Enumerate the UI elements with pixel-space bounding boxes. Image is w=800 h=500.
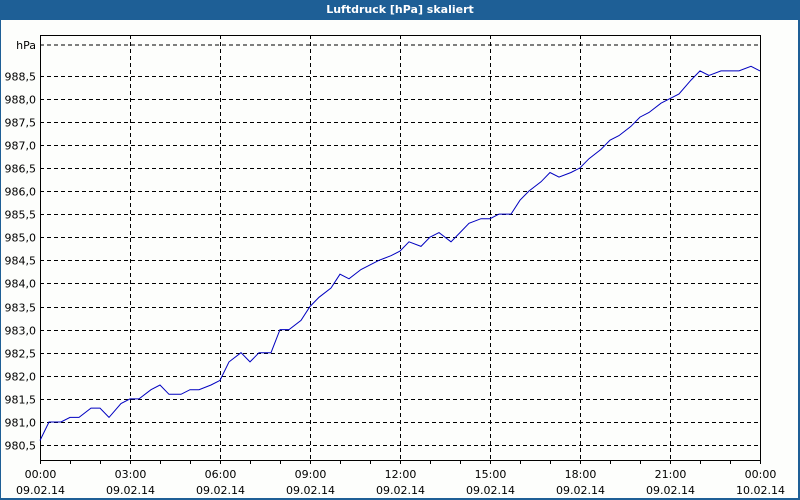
y-tick-label: 983,5 — [5, 302, 37, 315]
x-tick-date: 09.02.14 — [286, 484, 335, 497]
y-tick-label: 985,5 — [5, 209, 37, 222]
x-tick-time: 00:00 — [745, 468, 777, 481]
chart-title: Luftdruck [hPa] skaliert — [326, 3, 474, 16]
data-line-luftdruck — [39, 65, 761, 441]
y-tick-label: 985,0 — [5, 232, 37, 245]
x-tick-time: 00:00 — [25, 468, 57, 481]
x-tick-date: 09.02.14 — [646, 484, 695, 497]
x-tick-time: 21:00 — [655, 468, 687, 481]
y-tick-label: 986,0 — [5, 186, 37, 199]
y-tick-label: 980,5 — [5, 440, 37, 453]
y-tick-label: 981,0 — [5, 417, 37, 430]
y-tick-label: 988,0 — [5, 94, 37, 107]
y-tick-label: 987,0 — [5, 140, 37, 153]
plot-frame — [40, 35, 761, 461]
y-tick-label: 983,0 — [5, 325, 37, 338]
y-tick-label: 984,5 — [5, 255, 37, 268]
x-tick-time: 12:00 — [385, 468, 417, 481]
x-tick-time: 18:00 — [565, 468, 597, 481]
y-tick-label: 982,0 — [5, 371, 37, 384]
x-tick-date: 09.02.14 — [376, 484, 425, 497]
x-tick-time: 03:00 — [115, 468, 147, 481]
x-tick-date: 09.02.14 — [466, 484, 515, 497]
x-tick-time: 09:00 — [295, 468, 327, 481]
x-tick-date: 09.02.14 — [16, 484, 65, 497]
y-tick-label: 988,5 — [5, 71, 37, 84]
y-tick-label: 982,5 — [5, 348, 37, 361]
y-tick-label: 986,5 — [5, 163, 37, 176]
x-tick-time: 06:00 — [205, 468, 237, 481]
x-tick-date: 09.02.14 — [556, 484, 605, 497]
x-tick-date: 10.02.14 — [736, 484, 785, 497]
y-tick-label: 981,5 — [5, 394, 37, 407]
x-tick-date: 09.02.14 — [106, 484, 155, 497]
x-tick-date: 09.02.14 — [196, 484, 245, 497]
y-axis-unit-label: hPa — [16, 39, 36, 52]
x-tick-time: 15:00 — [475, 468, 507, 481]
y-tick-label: 987,5 — [5, 117, 37, 130]
y-tick-label: 984,0 — [5, 278, 37, 291]
